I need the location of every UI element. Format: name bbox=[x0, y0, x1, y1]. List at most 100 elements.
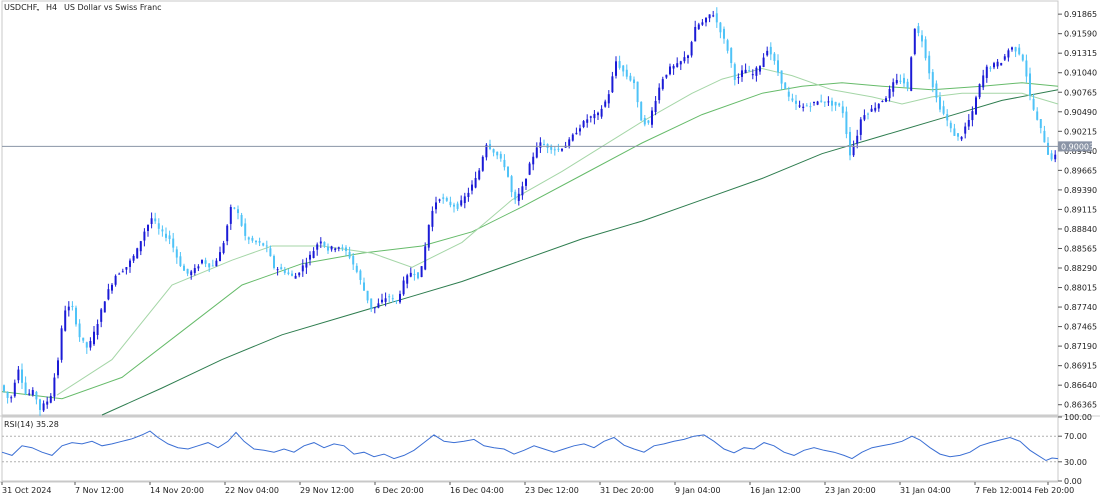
time-tick-label: 6 Dec 20:00 bbox=[375, 486, 424, 495]
candle-body bbox=[726, 40, 729, 51]
candle-body bbox=[694, 26, 697, 42]
price-tick-label: 0.86365 bbox=[1064, 401, 1097, 410]
ma-fast-line bbox=[56, 67, 1059, 396]
price-tick-label: 0.88565 bbox=[1064, 244, 1097, 253]
candle-body bbox=[993, 63, 995, 68]
candle-body bbox=[161, 229, 164, 232]
candle-body bbox=[849, 131, 851, 156]
candle-body bbox=[766, 50, 769, 56]
candle-body bbox=[629, 75, 632, 81]
candle-body bbox=[46, 401, 49, 405]
rsi-line bbox=[1, 430, 1059, 462]
chart-description: US Dollar vs Swiss Franc bbox=[64, 3, 162, 12]
candle-body bbox=[168, 235, 171, 240]
candle-body bbox=[13, 382, 16, 397]
candle-body bbox=[658, 87, 661, 101]
candle-body bbox=[21, 369, 23, 383]
candle-body bbox=[730, 48, 733, 64]
candle-body bbox=[1014, 47, 1017, 52]
candle-body bbox=[723, 28, 725, 39]
time-tick-label: 7 Feb 12:00 bbox=[975, 486, 1022, 495]
candle-body bbox=[834, 101, 837, 106]
candle-body bbox=[233, 207, 236, 209]
candle-body bbox=[215, 260, 218, 267]
candle-body bbox=[222, 243, 225, 253]
candle-body bbox=[1018, 47, 1021, 55]
candle-body bbox=[985, 66, 988, 78]
candle-body bbox=[384, 298, 387, 302]
candle-body bbox=[787, 91, 790, 97]
candle-body bbox=[978, 84, 981, 98]
candle-body bbox=[561, 148, 563, 151]
candle-body bbox=[67, 306, 70, 311]
candle-body bbox=[895, 80, 898, 84]
candle-body bbox=[197, 266, 200, 269]
candle-body bbox=[654, 100, 657, 113]
candle-body bbox=[309, 254, 311, 260]
candle-body bbox=[957, 133, 959, 137]
rsi-tick-label: 100.00 bbox=[1064, 413, 1092, 422]
candle-body bbox=[838, 103, 841, 106]
candle-body bbox=[291, 273, 293, 276]
time-tick-label: 14 Nov 20:00 bbox=[150, 486, 204, 495]
candle-body bbox=[903, 77, 905, 84]
candle-body bbox=[917, 26, 920, 33]
candle-body bbox=[690, 42, 693, 56]
candle-body bbox=[1043, 130, 1046, 143]
rsi-panel: 100.00 70.00 30.00 0.00 bbox=[1, 413, 1092, 486]
candle-body bbox=[262, 243, 265, 246]
candle-body bbox=[463, 196, 466, 204]
candle-body bbox=[715, 13, 718, 23]
candle-body bbox=[273, 256, 275, 268]
candle-body bbox=[157, 223, 160, 229]
candle-body bbox=[53, 377, 56, 397]
candle-body bbox=[71, 305, 74, 307]
candle-body bbox=[129, 260, 131, 267]
ma-slow-line bbox=[101, 89, 1059, 416]
candle-body bbox=[283, 270, 286, 273]
candle-body bbox=[492, 149, 495, 153]
candle-body bbox=[435, 202, 437, 210]
candle-body bbox=[121, 271, 124, 273]
candle-body bbox=[852, 145, 855, 156]
candle-body bbox=[193, 268, 196, 273]
candle-body bbox=[381, 299, 383, 303]
candle-body bbox=[892, 82, 895, 92]
price-tick-label: 0.91040 bbox=[1064, 69, 1097, 78]
price-tick-label: 0.88840 bbox=[1064, 225, 1097, 234]
price-tick-label: 0.87465 bbox=[1064, 323, 1097, 332]
candle-body bbox=[442, 197, 445, 199]
candle-body bbox=[942, 106, 945, 114]
candle-body bbox=[867, 113, 869, 115]
candle-body bbox=[172, 238, 175, 248]
candle-body bbox=[813, 101, 815, 103]
candle-body bbox=[154, 218, 157, 222]
candle-body bbox=[229, 207, 232, 224]
candle-body bbox=[1032, 98, 1035, 110]
candle-body bbox=[643, 117, 646, 125]
current-price-label: 0.90003 bbox=[1061, 142, 1094, 151]
price-tick-label: 0.89115 bbox=[1064, 205, 1097, 214]
candle-body bbox=[373, 307, 376, 309]
chart-timeframe: H4 bbox=[46, 3, 57, 12]
time-tick-label: 31 Dec 20:00 bbox=[600, 486, 654, 495]
candle-body bbox=[755, 67, 758, 76]
candle-body bbox=[899, 80, 902, 82]
candle-body bbox=[625, 69, 628, 77]
candle-body bbox=[1007, 50, 1010, 58]
candle-body bbox=[496, 151, 499, 156]
candle-body bbox=[795, 100, 797, 104]
candle-body bbox=[676, 63, 679, 67]
price-tick-label: 0.88015 bbox=[1064, 284, 1097, 293]
candle-body bbox=[183, 265, 185, 271]
candle-body bbox=[10, 397, 13, 399]
candle-body bbox=[885, 98, 887, 102]
price-tick-label: 0.87740 bbox=[1064, 303, 1097, 312]
time-tick-label: 23 Dec 12:00 bbox=[525, 486, 579, 495]
candle-body bbox=[150, 218, 153, 224]
candle-body bbox=[989, 67, 992, 69]
candle-body bbox=[528, 163, 531, 175]
candle-body bbox=[330, 246, 333, 250]
candle-body bbox=[773, 53, 776, 61]
price-tick-label: 0.90490 bbox=[1064, 108, 1097, 117]
